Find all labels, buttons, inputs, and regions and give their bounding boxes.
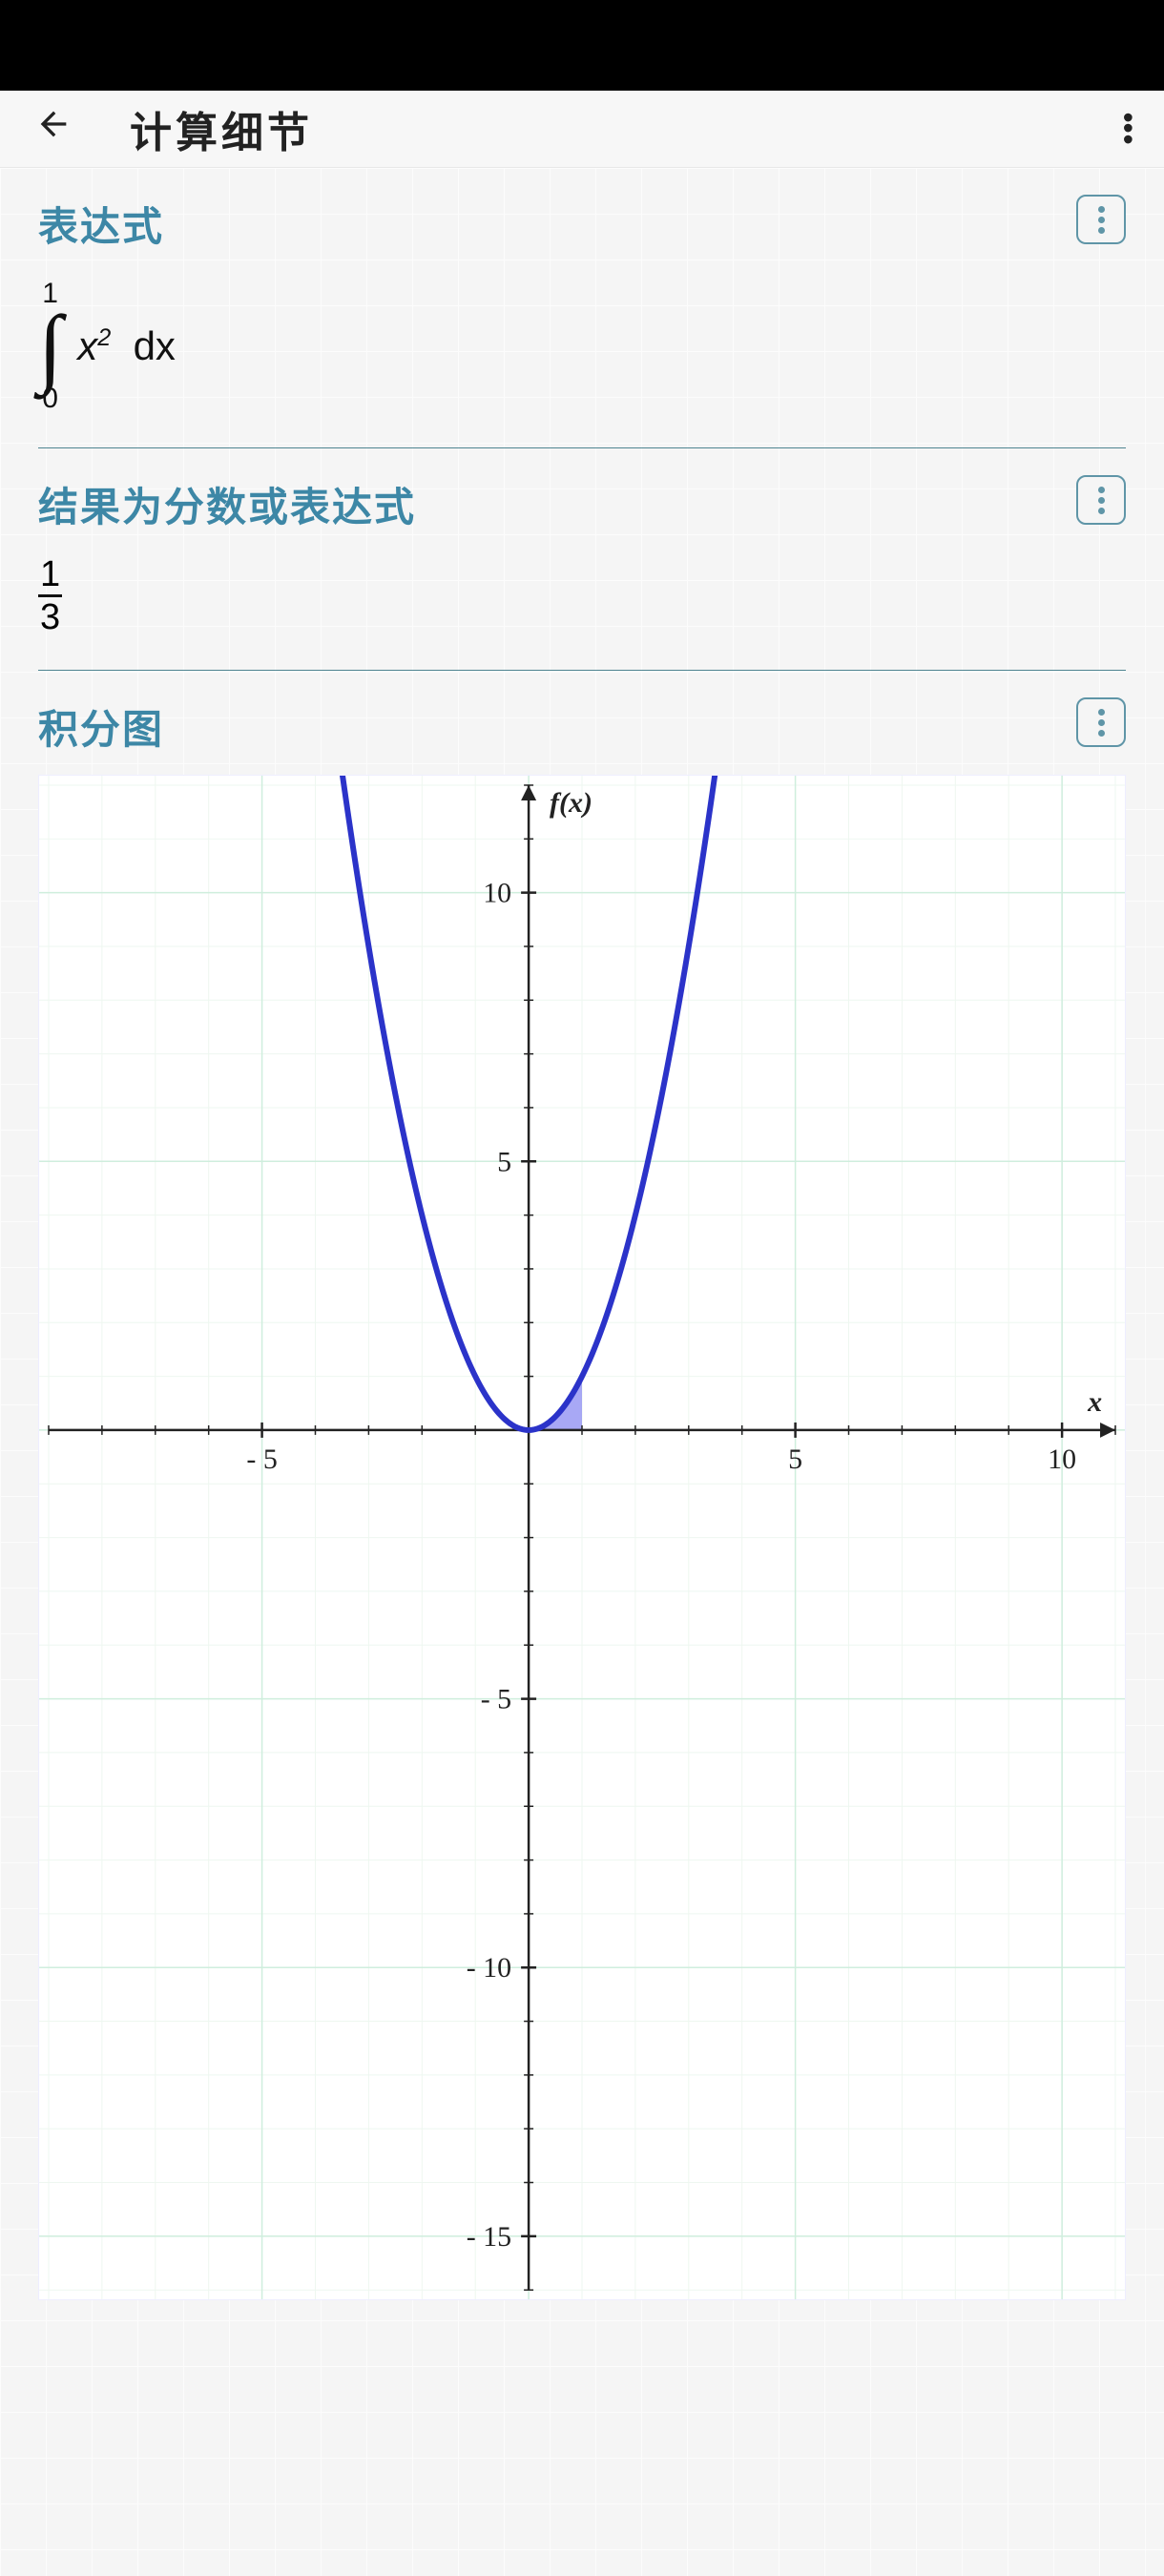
section-title-result: 结果为分数或表达式: [38, 475, 416, 533]
svg-text:5: 5: [788, 1444, 802, 1475]
dot-icon: [1098, 730, 1105, 737]
dot-icon: •: [1123, 135, 1133, 145]
integral-lower-bound: 0: [42, 384, 58, 413]
svg-text:5: 5: [497, 1146, 511, 1177]
variable: x: [77, 323, 97, 368]
result-fraction: 1 3: [38, 556, 62, 635]
integrand: x2 dx: [77, 323, 176, 369]
integral-plot: - 5 5 10 - 15 - 10 - 5 5 10 x f(x): [39, 776, 1125, 2299]
arrow-left-icon: [34, 105, 73, 143]
integral-symbol: 1 ∫ 0: [38, 280, 62, 413]
section-title-plot: 积分图: [38, 697, 164, 756]
device-status-bar: [0, 0, 1164, 91]
svg-text:10: 10: [1048, 1444, 1076, 1475]
result-card-menu[interactable]: [1076, 475, 1126, 525]
overflow-menu-button[interactable]: • • •: [1123, 113, 1133, 145]
dot-icon: [1098, 227, 1105, 234]
expression-section: 表达式 1 ∫ 0 x2 dx: [0, 168, 1164, 447]
content-area: 表达式 1 ∫ 0 x2 dx 结果为分数或表达式 1: [0, 167, 1164, 2576]
back-button[interactable]: [23, 105, 84, 154]
svg-text:- 15: - 15: [467, 2221, 511, 2253]
dot-icon: [1098, 508, 1105, 514]
svg-text:- 5: - 5: [246, 1444, 277, 1475]
expression-body: 1 ∫ 0 x2 dx: [38, 280, 1126, 413]
svg-text:10: 10: [483, 878, 511, 909]
result-section: 结果为分数或表达式 1 3: [38, 447, 1126, 670]
dot-icon: [1098, 206, 1105, 213]
dot-icon: [1098, 497, 1105, 504]
differential: dx: [134, 323, 176, 368]
exponent: 2: [97, 324, 111, 351]
plot-container[interactable]: - 5 5 10 - 15 - 10 - 5 5 10 x f(x): [38, 775, 1126, 2300]
fraction-numerator: 1: [38, 556, 62, 597]
dot-icon: [1098, 217, 1105, 223]
svg-text:x: x: [1087, 1386, 1102, 1418]
integral-sign-icon: ∫: [38, 302, 62, 390]
app-bar: 计算细节 • • •: [0, 91, 1164, 167]
dot-icon: [1098, 709, 1105, 716]
fraction-denominator: 3: [40, 597, 60, 635]
plot-card-menu[interactable]: [1076, 697, 1126, 747]
dot-icon: [1098, 487, 1105, 493]
svg-text:- 10: - 10: [467, 1952, 511, 1984]
svg-text:f(x): f(x): [550, 787, 592, 819]
plot-section: 积分图 - 5 5 10 - 15 - 10 - 5 5 10 x f(x): [38, 670, 1126, 2335]
expression-card-menu[interactable]: [1076, 195, 1126, 244]
svg-text:- 5: - 5: [481, 1684, 511, 1715]
dot-icon: [1098, 719, 1105, 726]
section-title-expression: 表达式: [38, 195, 164, 253]
page-title: 计算细节: [130, 98, 313, 159]
